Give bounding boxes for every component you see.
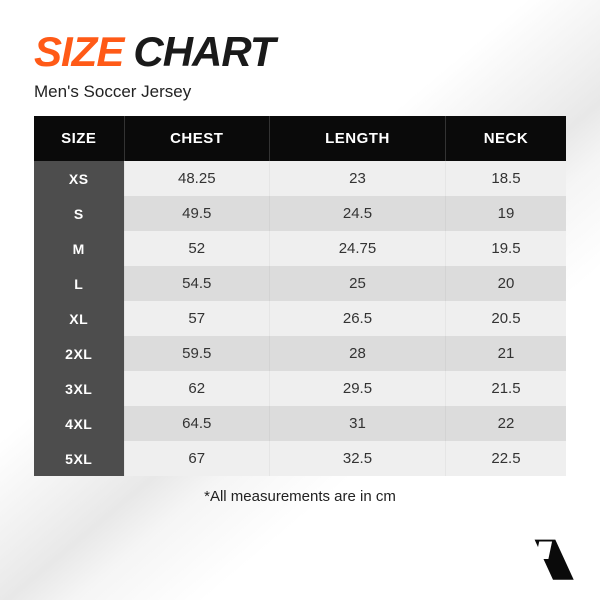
cell-chest: 52 [124, 231, 270, 266]
table-row: 5XL6732.522.5 [34, 441, 566, 476]
col-header-length: LENGTH [270, 116, 446, 161]
cell-neck: 20.5 [445, 301, 566, 336]
cell-length: 24.5 [270, 196, 446, 231]
page-title: SIZE CHART [34, 28, 566, 76]
cell-size: S [34, 196, 124, 231]
cell-length: 23 [270, 161, 446, 196]
table-row: XL5726.520.5 [34, 301, 566, 336]
table-row: S49.524.519 [34, 196, 566, 231]
cell-length: 25 [270, 266, 446, 301]
cell-neck: 22 [445, 406, 566, 441]
cell-chest: 49.5 [124, 196, 270, 231]
cell-chest: 62 [124, 371, 270, 406]
cell-length: 24.75 [270, 231, 446, 266]
subtitle: Men's Soccer Jersey [34, 82, 566, 102]
cell-size: XS [34, 161, 124, 196]
title-word-size: SIZE [34, 28, 123, 76]
cell-size: 2XL [34, 336, 124, 371]
cell-length: 28 [270, 336, 446, 371]
cell-size: XL [34, 301, 124, 336]
cell-size: 3XL [34, 371, 124, 406]
cell-neck: 18.5 [445, 161, 566, 196]
table-row: 3XL6229.521.5 [34, 371, 566, 406]
cell-neck: 21 [445, 336, 566, 371]
table-row: 4XL64.53122 [34, 406, 566, 441]
title-word-chart: CHART [133, 28, 274, 76]
cell-length: 29.5 [270, 371, 446, 406]
cell-chest: 64.5 [124, 406, 270, 441]
cell-chest: 57 [124, 301, 270, 336]
table-row: 2XL59.52821 [34, 336, 566, 371]
cell-chest: 59.5 [124, 336, 270, 371]
cell-chest: 54.5 [124, 266, 270, 301]
cell-length: 32.5 [270, 441, 446, 476]
cell-length: 31 [270, 406, 446, 441]
cell-size: M [34, 231, 124, 266]
col-header-chest: CHEST [124, 116, 270, 161]
size-chart-table: SIZE CHEST LENGTH NECK XS48.252318.5S49.… [34, 116, 566, 476]
table-row: L54.52520 [34, 266, 566, 301]
footnote: *All measurements are in cm [34, 488, 566, 505]
cell-neck: 22.5 [445, 441, 566, 476]
col-header-neck: NECK [445, 116, 566, 161]
cell-neck: 19 [445, 196, 566, 231]
cell-neck: 21.5 [445, 371, 566, 406]
cell-size: 5XL [34, 441, 124, 476]
cell-chest: 48.25 [124, 161, 270, 196]
table-row: XS48.252318.5 [34, 161, 566, 196]
cell-length: 26.5 [270, 301, 446, 336]
cell-size: 4XL [34, 406, 124, 441]
brand-logo-icon [530, 536, 576, 582]
cell-chest: 67 [124, 441, 270, 476]
col-header-size: SIZE [34, 116, 124, 161]
table-row: M5224.7519.5 [34, 231, 566, 266]
cell-size: L [34, 266, 124, 301]
cell-neck: 20 [445, 266, 566, 301]
table-header-row: SIZE CHEST LENGTH NECK [34, 116, 566, 161]
cell-neck: 19.5 [445, 231, 566, 266]
